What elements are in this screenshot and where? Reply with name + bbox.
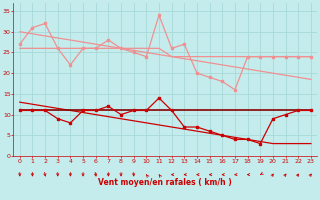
X-axis label: Vent moyen/en rafales ( km/h ): Vent moyen/en rafales ( km/h ) — [99, 178, 232, 187]
